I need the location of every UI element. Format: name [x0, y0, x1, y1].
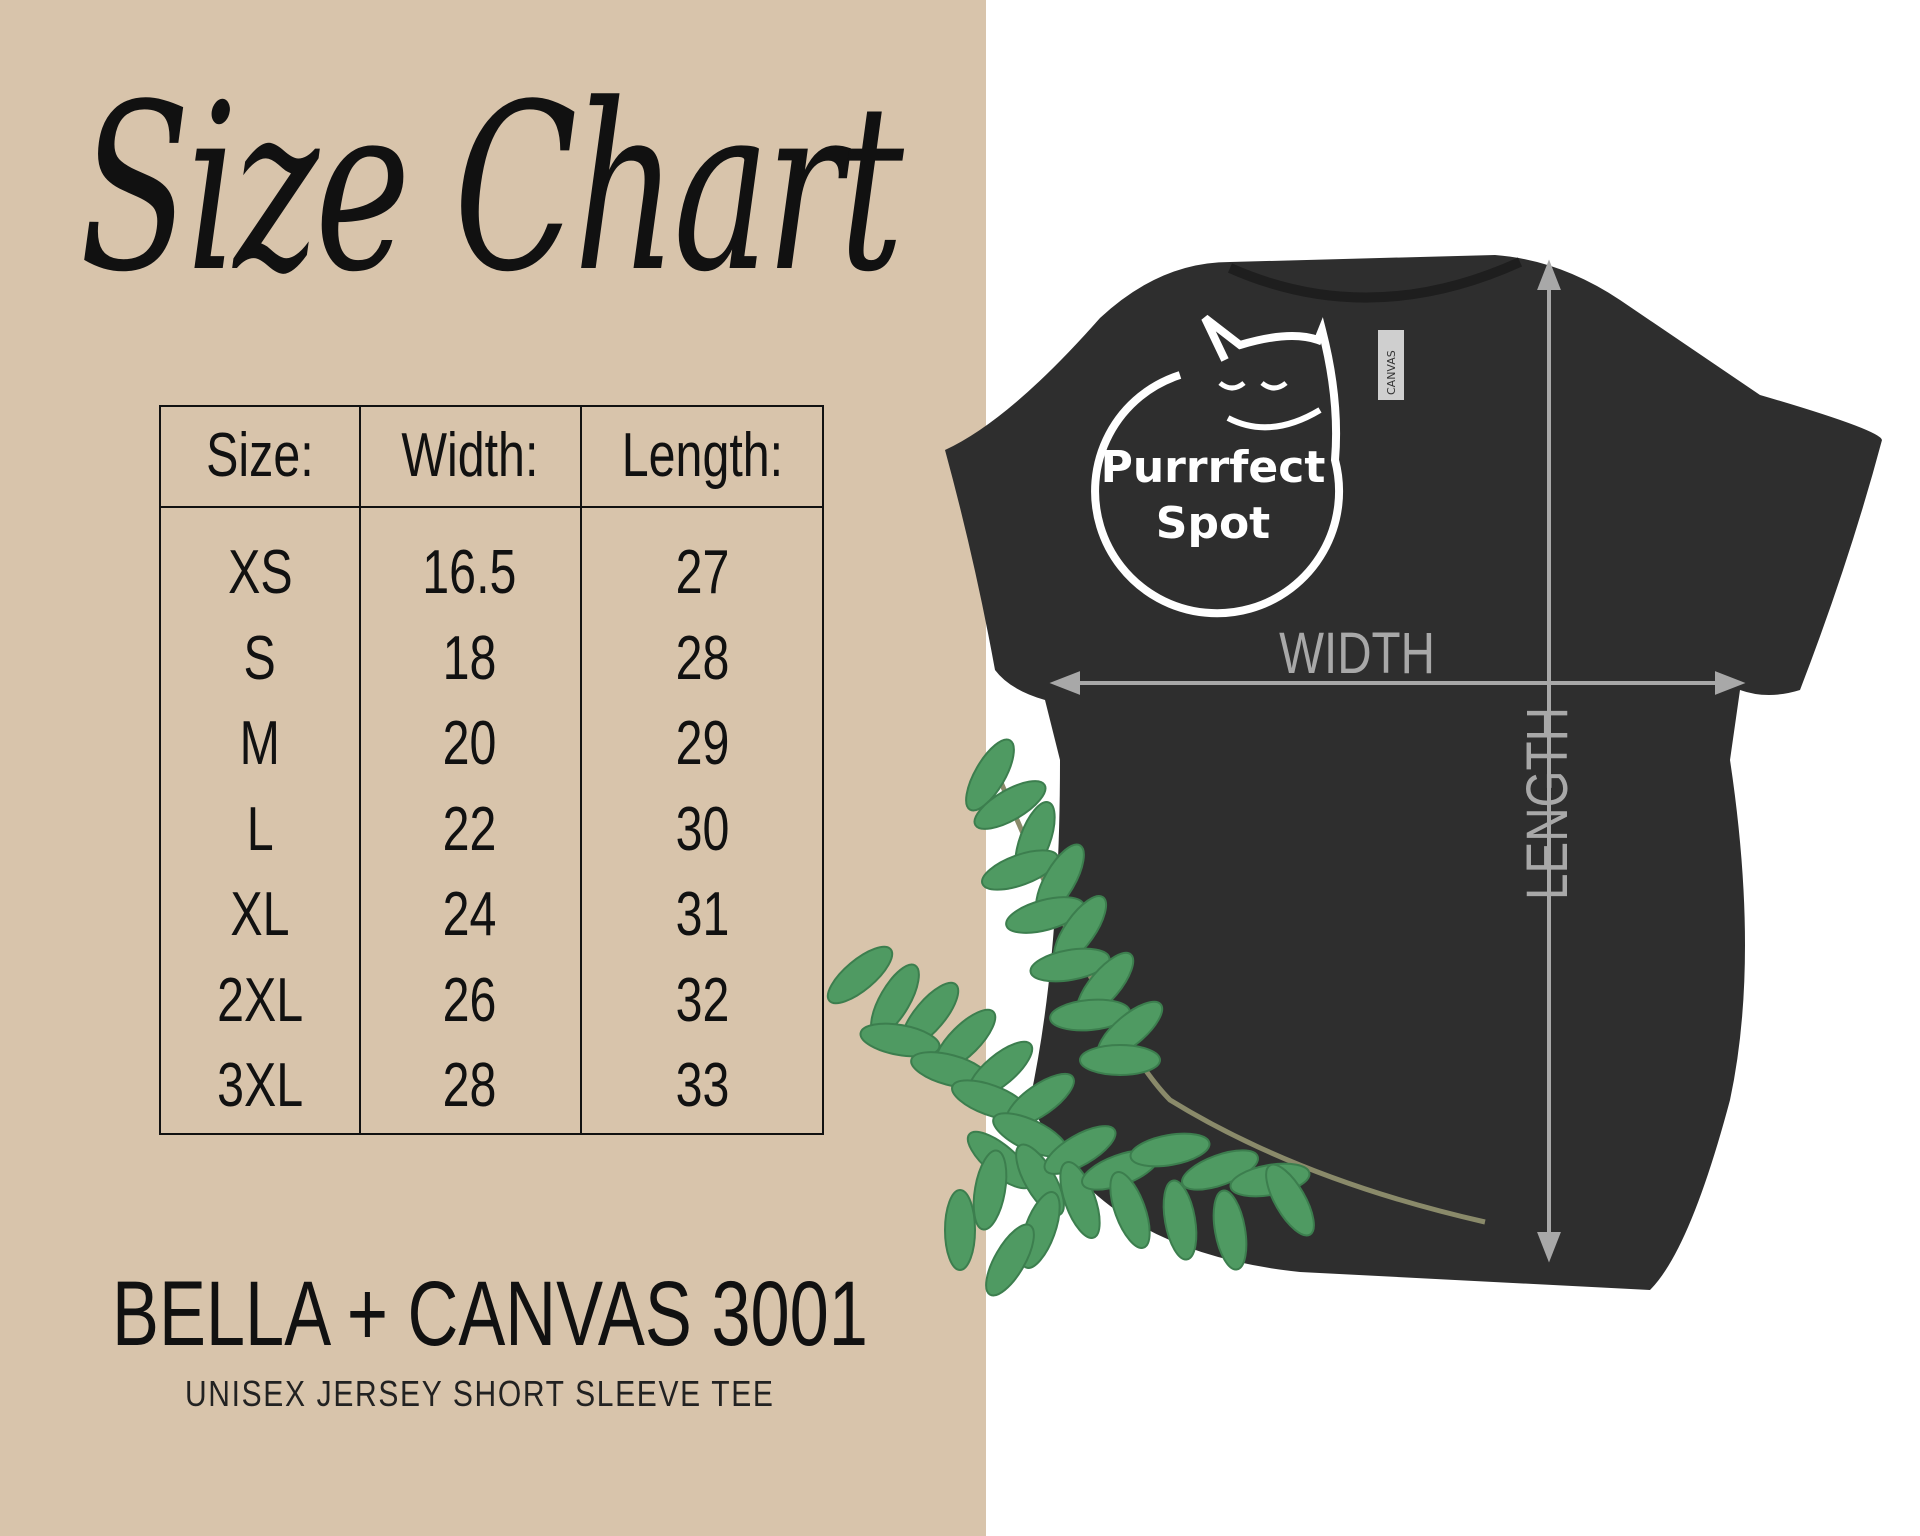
leaf	[1059, 1161, 1101, 1239]
cell-size-text: L	[246, 794, 274, 864]
cell-length: 32	[580, 965, 824, 1035]
cat-logo-outline	[1091, 314, 1343, 618]
cell-width: 28	[359, 1055, 580, 1117]
leaf	[1109, 1171, 1151, 1249]
width-label: WIDTH	[1262, 620, 1452, 687]
cell-width-text: 20	[442, 709, 497, 778]
width-label-text: WIDTH	[1279, 621, 1435, 686]
cell-length: 28	[580, 623, 824, 693]
length-label: LENGTH	[1514, 686, 1581, 921]
header-length-text: Length:	[621, 421, 783, 490]
cell-size: 2XL	[161, 965, 359, 1035]
cell-width: 16.5	[359, 542, 580, 604]
product-brand: BELLA + CANVAS 3001	[100, 1268, 880, 1360]
tshirt-collar	[1227, 257, 1523, 303]
cell-size: L	[161, 794, 359, 864]
leaf	[965, 738, 1015, 812]
cell-width: 22	[359, 794, 580, 864]
cell-length-text: 28	[675, 623, 729, 693]
page-title: Size Chart	[70, 30, 910, 350]
cell-length-text: 32	[675, 965, 729, 1035]
cell-size: M	[161, 713, 359, 775]
cell-width: 26	[359, 965, 580, 1035]
cell-length: 33	[580, 1055, 824, 1117]
length-label-text: LENGTH	[1515, 707, 1581, 900]
page-title-text: Size Chart	[79, 56, 904, 323]
cell-length-text: 27	[675, 538, 729, 607]
cat-eye-right	[1260, 380, 1288, 391]
cell-size-text: S	[243, 623, 277, 693]
product-brand-text: BELLA + CANVAS 3001	[112, 1263, 868, 1365]
cell-length-text: 31	[675, 880, 729, 949]
leaf	[944, 1189, 976, 1271]
cell-size: 3XL	[161, 1055, 359, 1117]
leaf	[985, 1223, 1035, 1297]
cell-length-text: 30	[675, 794, 729, 864]
header-length: Length:	[580, 425, 824, 487]
neck-tag-text: CANVAS	[1385, 350, 1398, 395]
product-description-text: UNISEX JERSEY SHORT SLEEVE TEE	[185, 1373, 775, 1414]
cell-size-text: 3XL	[216, 1051, 304, 1120]
leaf	[1029, 947, 1111, 983]
cell-length: 30	[580, 794, 824, 864]
cell-size-text: XL	[230, 880, 290, 949]
header-size: Size:	[161, 425, 359, 487]
cell-length: 31	[580, 884, 824, 946]
column-divider	[359, 407, 361, 1133]
cell-width: 24	[359, 884, 580, 946]
cell-width-text: 16.5	[422, 538, 517, 607]
leaf	[1162, 1179, 1198, 1261]
width-arrow	[1049, 671, 1746, 695]
cell-size: S	[161, 623, 359, 693]
leaf	[1265, 1163, 1315, 1237]
header-width: Width:	[359, 425, 580, 487]
size-table: Size: Width: Length: XS 16.5 27 S 18 28 M 20 29 L 22 3…	[159, 405, 824, 1135]
cat-mouth	[1226, 407, 1322, 431]
leaf-branch	[826, 738, 1486, 1297]
cell-width: 20	[359, 713, 580, 775]
header-width-text: Width:	[400, 421, 539, 490]
logo-text-line1: Purrrfect	[1100, 442, 1326, 493]
tan-background-panel	[0, 0, 986, 1536]
cell-size-text: 2XL	[216, 965, 304, 1035]
logo-text-line2: Spot	[1155, 498, 1271, 549]
cell-size-text: M	[239, 709, 281, 778]
cell-width-text: 26	[442, 965, 497, 1035]
header-divider	[161, 506, 824, 508]
leaf	[1079, 1044, 1161, 1076]
column-divider	[580, 407, 582, 1133]
cell-width-text: 24	[442, 880, 497, 949]
cell-length: 27	[580, 542, 824, 604]
leaf	[1043, 1125, 1117, 1175]
leaf	[973, 780, 1047, 830]
neck-tag	[1378, 330, 1404, 400]
leaf	[826, 945, 894, 1005]
header-size-text: Size:	[206, 421, 314, 490]
product-description: UNISEX JERSEY SHORT SLEEVE TEE	[150, 1374, 810, 1414]
cell-width-text: 22	[442, 794, 497, 864]
length-arrow	[1537, 259, 1561, 1263]
cell-size-text: XS	[227, 538, 293, 607]
cell-size: XS	[161, 542, 359, 604]
leaf	[1212, 1189, 1248, 1271]
leaf	[1129, 1132, 1211, 1168]
tshirt-body	[945, 255, 1882, 1290]
leaf	[1181, 1149, 1259, 1191]
cell-width-text: 18	[442, 623, 497, 693]
cat-eye-left	[1218, 380, 1246, 391]
cell-width-text: 28	[442, 1051, 497, 1120]
cell-length-text: 33	[675, 1051, 729, 1120]
cell-length: 29	[580, 713, 824, 775]
cell-width: 18	[359, 623, 580, 693]
cell-size: XL	[161, 884, 359, 946]
leaf	[972, 1149, 1008, 1231]
cell-length-text: 29	[675, 709, 729, 778]
